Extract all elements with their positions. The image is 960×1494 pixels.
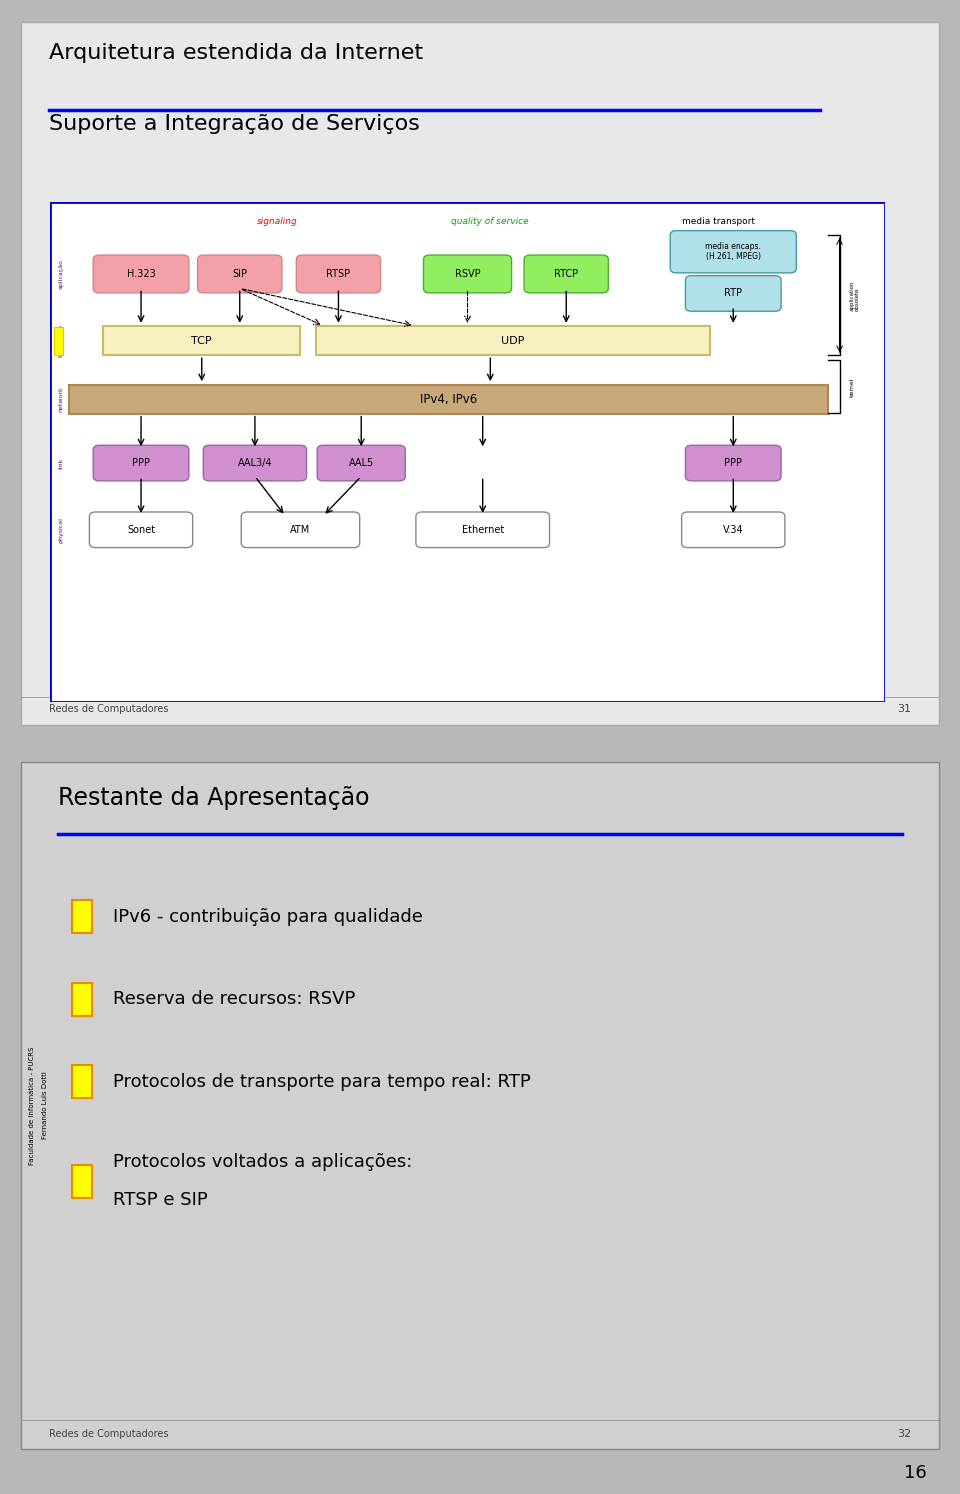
FancyBboxPatch shape bbox=[72, 1165, 92, 1198]
Text: UDP: UDP bbox=[501, 336, 525, 345]
FancyBboxPatch shape bbox=[50, 202, 885, 702]
FancyBboxPatch shape bbox=[316, 326, 710, 356]
Text: physical: physical bbox=[59, 517, 63, 542]
Text: H.323: H.323 bbox=[127, 269, 156, 279]
Text: IPv4, IPv6: IPv4, IPv6 bbox=[420, 393, 477, 405]
Text: PPP: PPP bbox=[132, 459, 150, 468]
Text: Protocolos voltados a aplicações:: Protocolos voltados a aplicações: bbox=[113, 1153, 412, 1171]
FancyBboxPatch shape bbox=[297, 255, 380, 293]
Text: IPv6 - contribuição para qualidade: IPv6 - contribuição para qualidade bbox=[113, 907, 422, 926]
FancyBboxPatch shape bbox=[198, 255, 282, 293]
Text: kernel: kernel bbox=[850, 376, 854, 396]
FancyBboxPatch shape bbox=[21, 762, 939, 1449]
Text: Suporte a Integração de Serviços: Suporte a Integração de Serviços bbox=[49, 114, 420, 133]
Text: AAL5: AAL5 bbox=[348, 459, 373, 468]
FancyBboxPatch shape bbox=[241, 512, 360, 548]
Text: application
obsolete: application obsolete bbox=[850, 281, 860, 311]
Text: RTP: RTP bbox=[724, 288, 742, 299]
FancyBboxPatch shape bbox=[72, 899, 92, 934]
Text: RTCP: RTCP bbox=[554, 269, 578, 279]
FancyBboxPatch shape bbox=[93, 255, 189, 293]
FancyBboxPatch shape bbox=[103, 326, 300, 356]
Text: Reserva de recursos: RSVP: Reserva de recursos: RSVP bbox=[113, 991, 355, 1008]
Text: SIP: SIP bbox=[232, 269, 248, 279]
FancyBboxPatch shape bbox=[685, 276, 781, 311]
FancyBboxPatch shape bbox=[93, 445, 189, 481]
Text: RSVP: RSVP bbox=[455, 269, 480, 279]
Text: TCP: TCP bbox=[191, 336, 212, 345]
Text: Sonet: Sonet bbox=[127, 524, 156, 535]
FancyBboxPatch shape bbox=[72, 1065, 92, 1098]
Text: V.34: V.34 bbox=[723, 524, 744, 535]
FancyBboxPatch shape bbox=[21, 22, 939, 725]
Text: aplicação: aplicação bbox=[59, 258, 63, 288]
Text: PPP: PPP bbox=[724, 459, 742, 468]
FancyBboxPatch shape bbox=[204, 445, 306, 481]
Text: quality of service: quality of service bbox=[451, 217, 529, 226]
FancyBboxPatch shape bbox=[54, 327, 62, 354]
Text: media transport: media transport bbox=[682, 217, 755, 226]
FancyBboxPatch shape bbox=[423, 255, 512, 293]
Text: Redes de Computadores: Redes de Computadores bbox=[49, 1430, 168, 1439]
Text: Faculdade de Informática - PUCRS: Faculdade de Informática - PUCRS bbox=[29, 1046, 36, 1165]
Text: AAL3/4: AAL3/4 bbox=[238, 459, 273, 468]
FancyBboxPatch shape bbox=[89, 512, 193, 548]
FancyBboxPatch shape bbox=[524, 255, 609, 293]
Text: transporte: transporte bbox=[59, 324, 63, 357]
Text: Protocolos de transporte para tempo real: RTP: Protocolos de transporte para tempo real… bbox=[113, 1073, 531, 1091]
Text: Arquitetura estendida da Internet: Arquitetura estendida da Internet bbox=[49, 43, 422, 63]
Text: signaling: signaling bbox=[257, 217, 298, 226]
Text: 32: 32 bbox=[898, 1430, 911, 1439]
Text: Fernando Luis Dotti: Fernando Luis Dotti bbox=[42, 1071, 48, 1140]
FancyBboxPatch shape bbox=[416, 512, 549, 548]
FancyBboxPatch shape bbox=[682, 512, 785, 548]
Text: 31: 31 bbox=[898, 704, 911, 714]
Text: RTSP: RTSP bbox=[326, 269, 350, 279]
Text: link: link bbox=[59, 457, 63, 469]
FancyBboxPatch shape bbox=[317, 445, 405, 481]
Text: media encaps.
(H.261, MPEG): media encaps. (H.261, MPEG) bbox=[706, 242, 761, 261]
Text: ATM: ATM bbox=[290, 524, 311, 535]
Text: RTSP e SIP: RTSP e SIP bbox=[113, 1191, 207, 1210]
Text: 16: 16 bbox=[903, 1464, 926, 1482]
FancyBboxPatch shape bbox=[685, 445, 781, 481]
Text: Redes de Computadores: Redes de Computadores bbox=[49, 704, 168, 714]
FancyBboxPatch shape bbox=[670, 230, 796, 273]
FancyBboxPatch shape bbox=[69, 384, 828, 414]
FancyBboxPatch shape bbox=[72, 983, 92, 1016]
Text: Ethernet: Ethernet bbox=[462, 524, 504, 535]
Text: Restante da Apresentação: Restante da Apresentação bbox=[58, 786, 370, 810]
Text: network: network bbox=[59, 387, 63, 412]
